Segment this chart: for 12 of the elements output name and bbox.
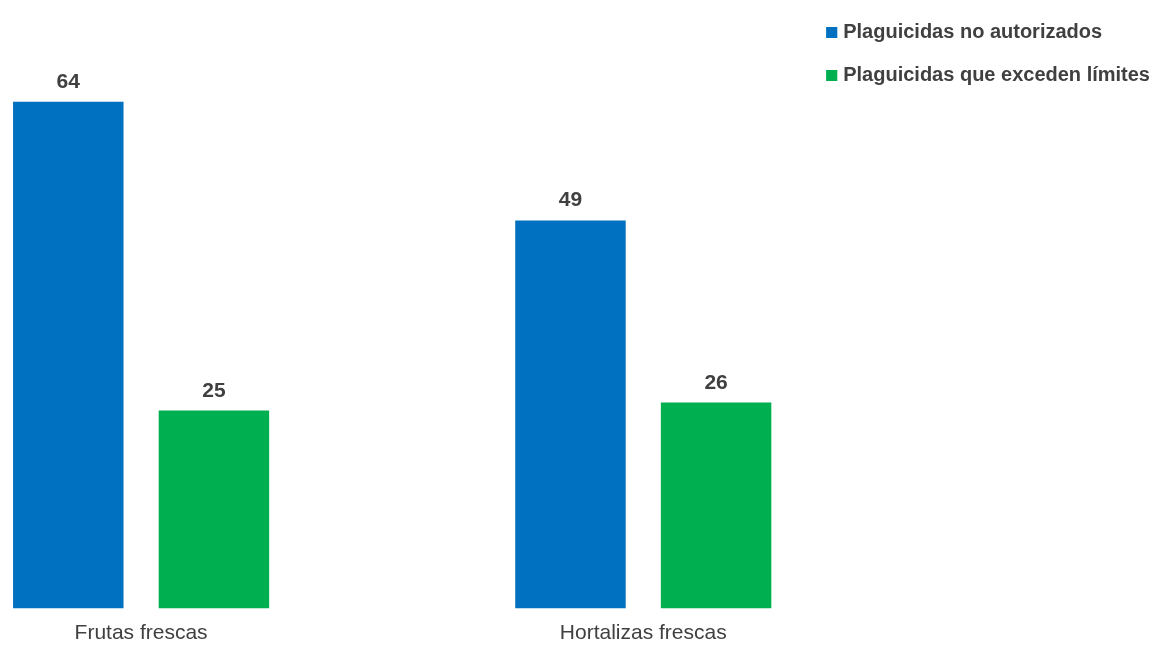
bar bbox=[515, 220, 626, 609]
data-label: 49 bbox=[558, 187, 583, 211]
legend-label: Plaguicidas que exceden límites bbox=[843, 63, 1150, 86]
x-tick-label: Hortalizas frescas bbox=[559, 619, 727, 643]
data-label: 25 bbox=[202, 377, 226, 401]
bar bbox=[13, 101, 124, 609]
x-tick-label: Frutas frescas bbox=[74, 619, 208, 643]
bar bbox=[660, 402, 772, 609]
data-label: 64 bbox=[56, 68, 81, 92]
legend-label: Plaguicidas no autorizados bbox=[843, 20, 1103, 43]
data-label: 26 bbox=[704, 369, 728, 393]
bar bbox=[158, 410, 270, 609]
